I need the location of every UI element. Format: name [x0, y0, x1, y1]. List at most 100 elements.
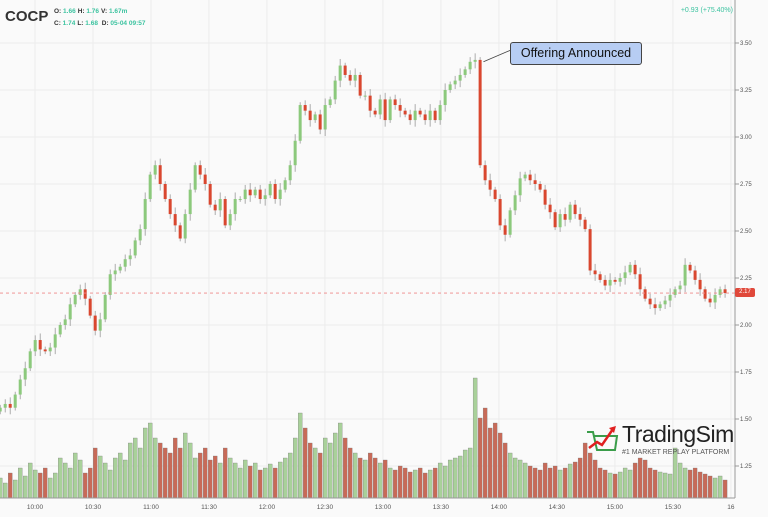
volume-bar [283, 457, 288, 499]
annotation-pointer [483, 49, 512, 63]
volume-bar [522, 462, 528, 499]
candle-body [153, 165, 157, 175]
candle-body [183, 214, 187, 239]
candle-body [363, 95, 367, 97]
volume-bar [392, 469, 398, 499]
volume-bar [273, 467, 278, 499]
y-tick-label: 2.00 [740, 323, 752, 329]
volume-bar [402, 467, 408, 499]
y-tick-label: 1.50 [740, 417, 752, 423]
candle-body [453, 80, 457, 85]
volume-bar [592, 459, 598, 499]
volume-bar [168, 452, 173, 499]
x-tick-label: 12:00 [259, 504, 276, 511]
candle-body [408, 114, 412, 121]
candle-body [623, 272, 627, 278]
volume-bar [208, 459, 213, 499]
volume-bar [602, 469, 608, 499]
volume-bar [697, 471, 703, 499]
candle-body [593, 270, 597, 275]
volume-bar [352, 452, 358, 499]
volume-bar [372, 457, 378, 499]
volume-bar [278, 461, 283, 499]
volume-bar [677, 462, 683, 499]
candle-body [458, 74, 462, 81]
volume-bar [547, 467, 553, 499]
candle-body [713, 294, 717, 303]
volume-bar [627, 469, 633, 499]
candle-body [118, 266, 122, 271]
volume-bar [507, 452, 513, 499]
volume-bar [332, 432, 338, 499]
volume-bar [387, 467, 393, 499]
candle-body [628, 264, 632, 273]
date-value: 05-04 09:57 [110, 20, 146, 27]
candle-body [418, 110, 422, 115]
volume-bar [108, 469, 113, 499]
logo-cart-icon [587, 426, 619, 451]
volume-bar [717, 475, 723, 499]
high-label: H: [77, 8, 85, 15]
candle-body [63, 319, 67, 325]
volume-bar [58, 457, 63, 499]
volume-bar [687, 469, 693, 499]
candle-body [598, 274, 602, 280]
candle-body [413, 110, 417, 121]
volume-bar [397, 465, 403, 499]
volume-bar [612, 473, 618, 499]
close-value: 1.74 [62, 20, 76, 27]
y-tick-label: 3.50 [740, 41, 752, 47]
volume-bar [103, 462, 108, 499]
x-tick-label: 11:30 [201, 504, 217, 511]
volume-bar [128, 442, 133, 499]
candle-body [0, 407, 2, 412]
volume-bar [492, 422, 498, 499]
annotation-offering[interactable]: Offering Announced [510, 42, 642, 65]
y-tick-label: 2.50 [740, 229, 752, 235]
candle-body [503, 225, 507, 235]
x-tick-label: 14:00 [491, 504, 508, 511]
volume-bar [258, 469, 263, 499]
volume-bar [357, 457, 363, 499]
volume-bar [243, 459, 248, 499]
candle-body [513, 195, 517, 211]
ohlc-row-1: O: 1.66 H: 1.76 V: 1.67m [54, 8, 129, 16]
volume-bar [268, 463, 273, 499]
candle-body [168, 199, 172, 215]
volume-bar [193, 457, 198, 499]
volume-bar [377, 462, 383, 499]
candle-body [203, 174, 207, 184]
volume-bar [587, 452, 593, 499]
volume-bar [188, 442, 193, 499]
volume-bar [622, 467, 628, 499]
candle-body [723, 289, 727, 294]
volume-bar [382, 459, 388, 499]
volume-bar [298, 412, 303, 499]
volume-bar [123, 459, 128, 499]
candle-body [243, 189, 247, 200]
candle-body [133, 240, 137, 256]
candle-body [163, 184, 167, 200]
candle-body [143, 199, 147, 230]
volume-bar [313, 447, 318, 499]
candle-body [218, 199, 222, 211]
volume-bar [482, 407, 488, 499]
volume-bar [632, 462, 638, 499]
volume-bar [113, 457, 118, 499]
candle-body [353, 74, 357, 81]
candle-body [428, 110, 432, 121]
candle-body [533, 180, 537, 184]
volume-bar [248, 465, 253, 499]
x-tick-label: 13:30 [433, 504, 450, 511]
candle-body [583, 219, 587, 230]
candle-body [383, 99, 387, 121]
candle-body [613, 279, 617, 282]
volume-bar [427, 469, 433, 499]
logo-tagline: #1 MARKET REPLAY PLATFORM [622, 449, 730, 456]
candle-body [93, 315, 97, 331]
volume-bar [337, 422, 343, 499]
x-tick-label: 15:00 [607, 504, 624, 511]
volume-bar [203, 447, 208, 499]
volume-bar [218, 462, 223, 499]
